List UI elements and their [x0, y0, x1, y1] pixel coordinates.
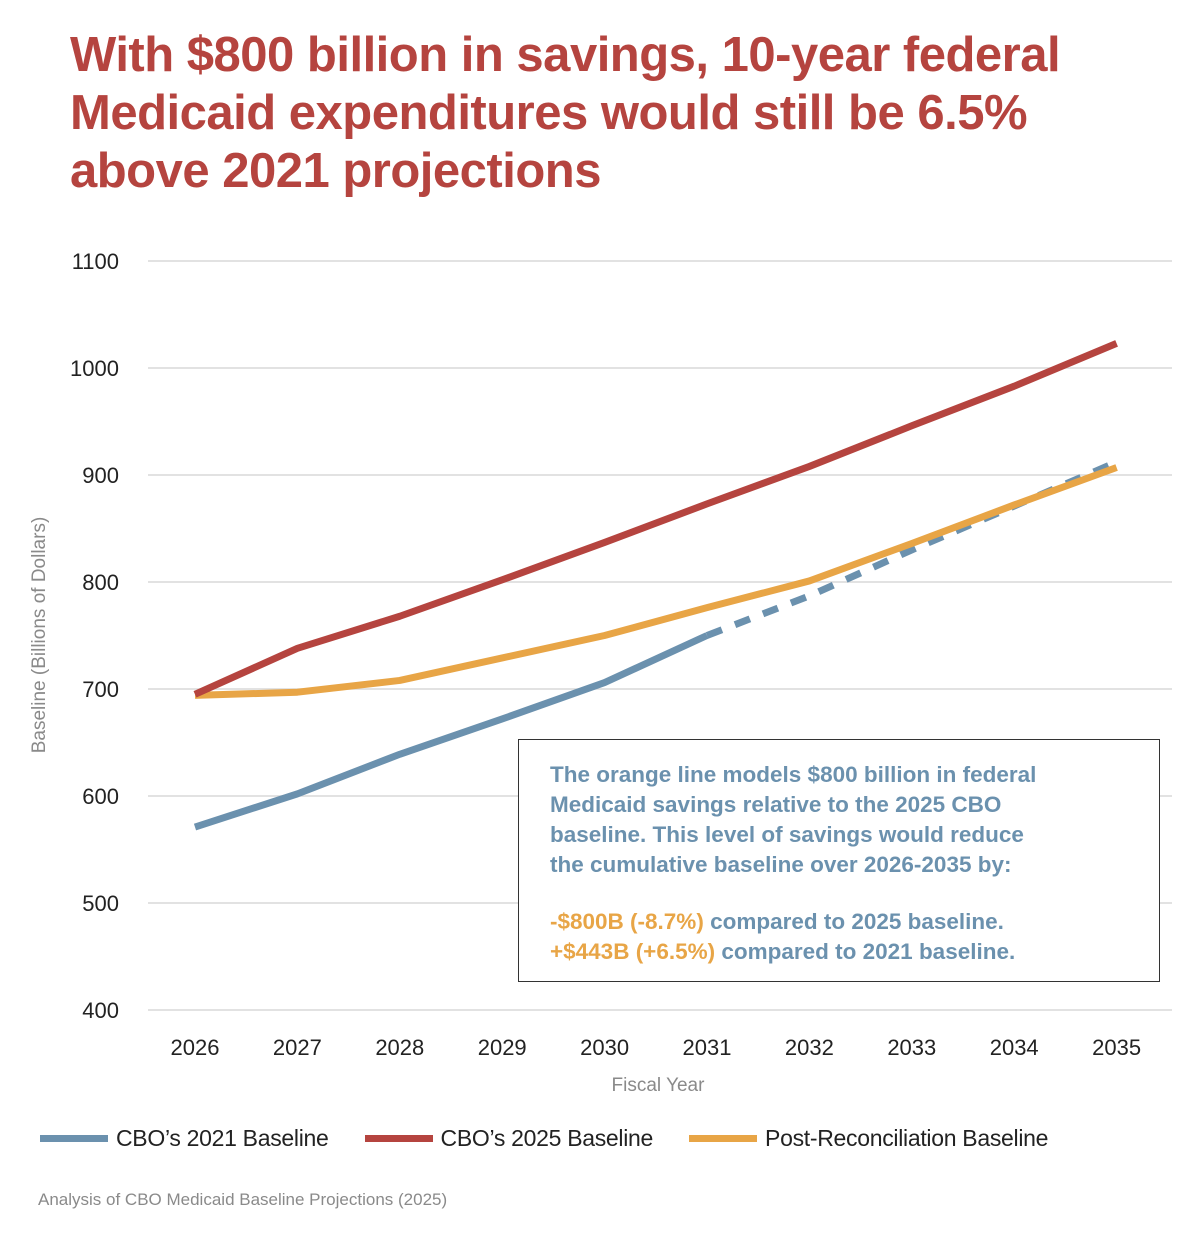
y-tick-label: 600: [82, 784, 119, 809]
x-tick-label: 2026: [171, 1035, 220, 1060]
legend-label: CBO’s 2025 Baseline: [440, 1124, 654, 1151]
y-tick-label: 400: [82, 998, 119, 1023]
legend-item-post-reconciliation[interactable]: Post-Reconciliation Baseline: [689, 1125, 1048, 1152]
annotation-box: The orange line models $800 billion in f…: [518, 739, 1160, 982]
annotation-stat-2021: +$443B (+6.5%) compared to 2021 baseline…: [550, 937, 1129, 967]
x-tick-label: 2030: [580, 1035, 629, 1060]
y-tick-label: 900: [82, 463, 119, 488]
y-axis-label: Baseline (Billions of Dollars): [29, 517, 50, 754]
annotation-stat-2025: -$800B (-8.7%) compared to 2025 baseline…: [550, 907, 1129, 937]
stat-text: compared to 2021 baseline.: [715, 939, 1016, 964]
y-tick-label: 1100: [72, 249, 119, 274]
y-tick-label: 500: [82, 891, 119, 916]
x-tick-label: 2034: [990, 1035, 1039, 1060]
series-line-cbo-s-2025-baseline: [193, 340, 1118, 698]
y-tick-label: 800: [82, 570, 119, 595]
source-note: Analysis of CBO Medicaid Baseline Projec…: [38, 1190, 448, 1209]
legend-item-cbo-2021[interactable]: CBO’s 2021 Baseline: [40, 1125, 329, 1152]
legend: CBO’s 2021 Baseline CBO’s 2025 Baseline …: [40, 1123, 1084, 1153]
stat-text: compared to 2025 baseline.: [703, 909, 1004, 934]
x-tick-label: 2033: [887, 1035, 936, 1060]
stat-highlight: +$443B (+6.5%): [550, 939, 716, 964]
annotation-line: The orange line models $800 billion in f…: [550, 762, 1037, 787]
y-axis-ticks: 400 500 600 700 800 900 1000 1100: [70, 249, 119, 1023]
legend-swatch: [689, 1134, 758, 1142]
annotation-line: Medicaid savings relative to the 2025 CB…: [550, 792, 1002, 817]
legend-label: CBO’s 2021 Baseline: [116, 1124, 329, 1151]
legend-swatch: [364, 1134, 433, 1142]
legend-swatch: [40, 1134, 108, 1142]
x-tick-label: 2027: [273, 1035, 322, 1060]
legend-label: Post-Reconciliation Baseline: [765, 1124, 1049, 1151]
y-tick-label: 700: [82, 677, 119, 702]
annotation-line: the cumulative baseline over 2026-2035 b…: [550, 852, 1012, 877]
gridlines: [148, 260, 1172, 1011]
x-tick-label: 2032: [785, 1035, 834, 1060]
annotation-line: baseline. This level of savings would re…: [550, 822, 1024, 847]
series-lines: [193, 340, 1118, 831]
x-tick-label: 2028: [375, 1035, 424, 1060]
y-tick-label: 1000: [70, 356, 119, 381]
stat-highlight: -$800B (-8.7%): [550, 909, 704, 934]
x-tick-label: 2031: [683, 1035, 732, 1060]
chart-title: With $800 billion in savings, 10-year fe…: [70, 28, 1061, 198]
legend-item-cbo-2025[interactable]: CBO’s 2025 Baseline: [364, 1124, 654, 1152]
x-tick-label: 2029: [478, 1035, 527, 1060]
series-line-post-reconciliation-baseline: [194, 464, 1118, 699]
x-axis-label: Fiscal Year: [612, 1075, 706, 1096]
series-line-cbo-s-2021-baseline-solid: [193, 632, 709, 831]
x-axis-ticks: 2026 2027 2028 2029 2030 2031 2032 2033 2034 2035: [171, 1035, 1142, 1060]
x-tick-label: 2035: [1092, 1035, 1141, 1060]
